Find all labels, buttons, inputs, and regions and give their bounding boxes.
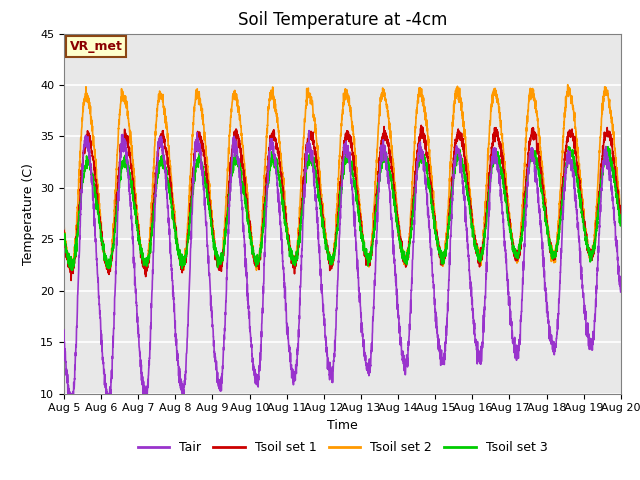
X-axis label: Time: Time — [327, 419, 358, 432]
Text: VR_met: VR_met — [70, 40, 122, 53]
Legend: Tair, Tsoil set 1, Tsoil set 2, Tsoil set 3: Tair, Tsoil set 1, Tsoil set 2, Tsoil se… — [132, 436, 552, 459]
Title: Soil Temperature at -4cm: Soil Temperature at -4cm — [237, 11, 447, 29]
Y-axis label: Temperature (C): Temperature (C) — [22, 163, 35, 264]
